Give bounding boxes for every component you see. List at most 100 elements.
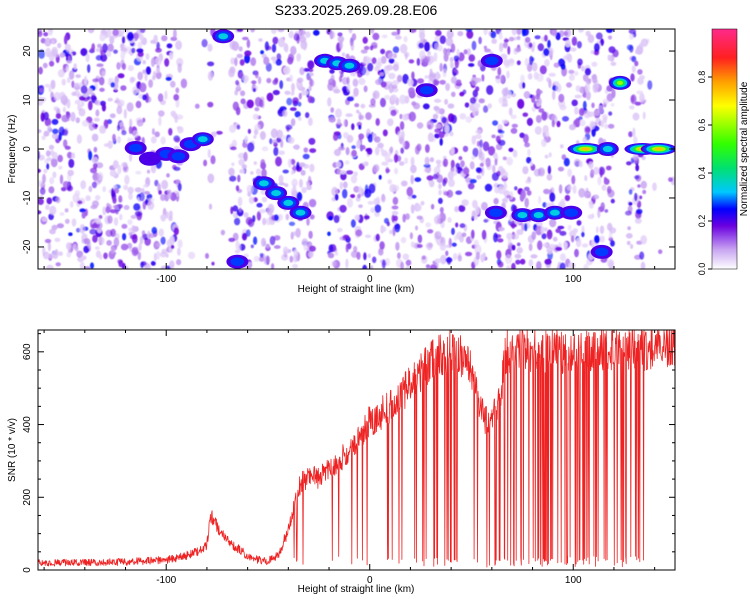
noise-speck — [581, 231, 585, 238]
noise-speck — [259, 131, 266, 140]
noise-speck — [529, 55, 534, 66]
noise-speck — [362, 264, 368, 269]
noise-speck — [284, 90, 291, 96]
noise-speck — [557, 225, 565, 230]
noise-speck — [63, 102, 67, 106]
noise-speck — [351, 145, 357, 150]
noise-speck — [404, 52, 408, 60]
noise-speck — [590, 50, 595, 55]
noise-speck — [265, 62, 272, 72]
noise-speck — [176, 126, 182, 130]
noise-speck — [157, 93, 164, 102]
noise-speck — [103, 143, 109, 147]
noise-speck — [208, 203, 213, 210]
noise-speck — [453, 55, 460, 62]
noise-speck — [630, 95, 635, 103]
noise-speck — [610, 103, 615, 107]
noise-speck — [244, 50, 252, 57]
noise-speck — [581, 243, 589, 248]
noise-speck — [392, 196, 399, 205]
noise-speck — [121, 63, 126, 70]
noise-speck — [444, 124, 450, 134]
noise-speck — [567, 185, 573, 191]
noise-speck — [484, 48, 491, 53]
noise-speck — [607, 123, 615, 129]
spectral-feature — [124, 141, 147, 155]
spectral-feature — [609, 75, 632, 90]
noise-speck — [439, 207, 444, 213]
noise-speck — [241, 164, 247, 170]
noise-speck — [93, 117, 100, 122]
noise-speck — [236, 208, 244, 217]
noise-speck — [277, 29, 285, 33]
noise-speck — [551, 119, 555, 128]
noise-speck — [405, 259, 412, 266]
noise-speck — [546, 246, 553, 255]
noise-speck — [429, 157, 435, 163]
noise-speck — [529, 161, 534, 166]
noise-speck — [501, 103, 509, 107]
noise-speck — [49, 29, 53, 33]
noise-speck — [524, 57, 529, 67]
noise-speck — [408, 87, 415, 96]
noise-speck — [99, 33, 106, 42]
noise-speck — [606, 93, 614, 102]
noise-speck — [423, 167, 431, 173]
noise-speck — [585, 30, 591, 37]
noise-speck — [52, 128, 59, 135]
noise-speck — [536, 261, 542, 269]
noise-speck — [274, 77, 279, 84]
noise-speck — [450, 76, 458, 84]
noise-speck — [44, 238, 52, 244]
noise-speck — [247, 142, 255, 153]
noise-speck — [346, 96, 354, 102]
noise-speck — [585, 90, 591, 101]
noise-speck — [160, 265, 167, 269]
noise-speck — [537, 240, 543, 251]
noise-speck — [434, 231, 442, 240]
noise-speck — [81, 211, 86, 219]
noise-speck — [66, 251, 72, 258]
spectral-feature — [338, 58, 361, 73]
noise-speck — [535, 225, 543, 236]
noise-speck — [409, 232, 413, 240]
noise-speck — [498, 227, 505, 232]
noise-speck — [155, 71, 162, 80]
noise-speck — [543, 48, 550, 57]
noise-speck — [260, 50, 264, 55]
snr-ticks: -100 0 100 0 200 400 600 — [22, 330, 675, 586]
noise-speck — [141, 230, 146, 236]
y-tick-label: 20 — [22, 45, 33, 57]
noise-speck — [640, 93, 645, 103]
noise-speck — [367, 133, 373, 143]
noise-speck — [49, 60, 55, 67]
noise-speck — [98, 215, 103, 219]
noise-speck — [353, 171, 358, 177]
noise-speck — [242, 36, 249, 41]
noise-speck — [289, 107, 297, 111]
noise-speck — [80, 48, 88, 57]
noise-speck — [589, 120, 596, 130]
noise-speck — [552, 29, 557, 37]
noise-speck — [363, 252, 367, 261]
noise-speck — [158, 116, 162, 126]
noise-speck — [449, 57, 454, 63]
noise-speck — [493, 232, 498, 243]
noise-speck — [194, 103, 200, 109]
noise-speck — [356, 251, 361, 260]
noise-speck — [514, 47, 522, 53]
spectrogram-x-label: Height of straight line (km) — [298, 284, 415, 295]
noise-speck — [59, 212, 65, 216]
noise-speck — [559, 253, 567, 261]
noise-speck — [150, 261, 156, 266]
noise-speck — [547, 165, 552, 175]
noise-speck — [561, 154, 567, 160]
noise-speck — [471, 155, 476, 160]
noise-speck — [229, 146, 237, 151]
noise-speck — [455, 190, 463, 195]
noise-speck — [144, 191, 150, 195]
noise-speck — [307, 60, 315, 70]
noise-speck — [41, 217, 48, 222]
noise-speck — [603, 117, 607, 124]
noise-speck — [137, 71, 143, 81]
